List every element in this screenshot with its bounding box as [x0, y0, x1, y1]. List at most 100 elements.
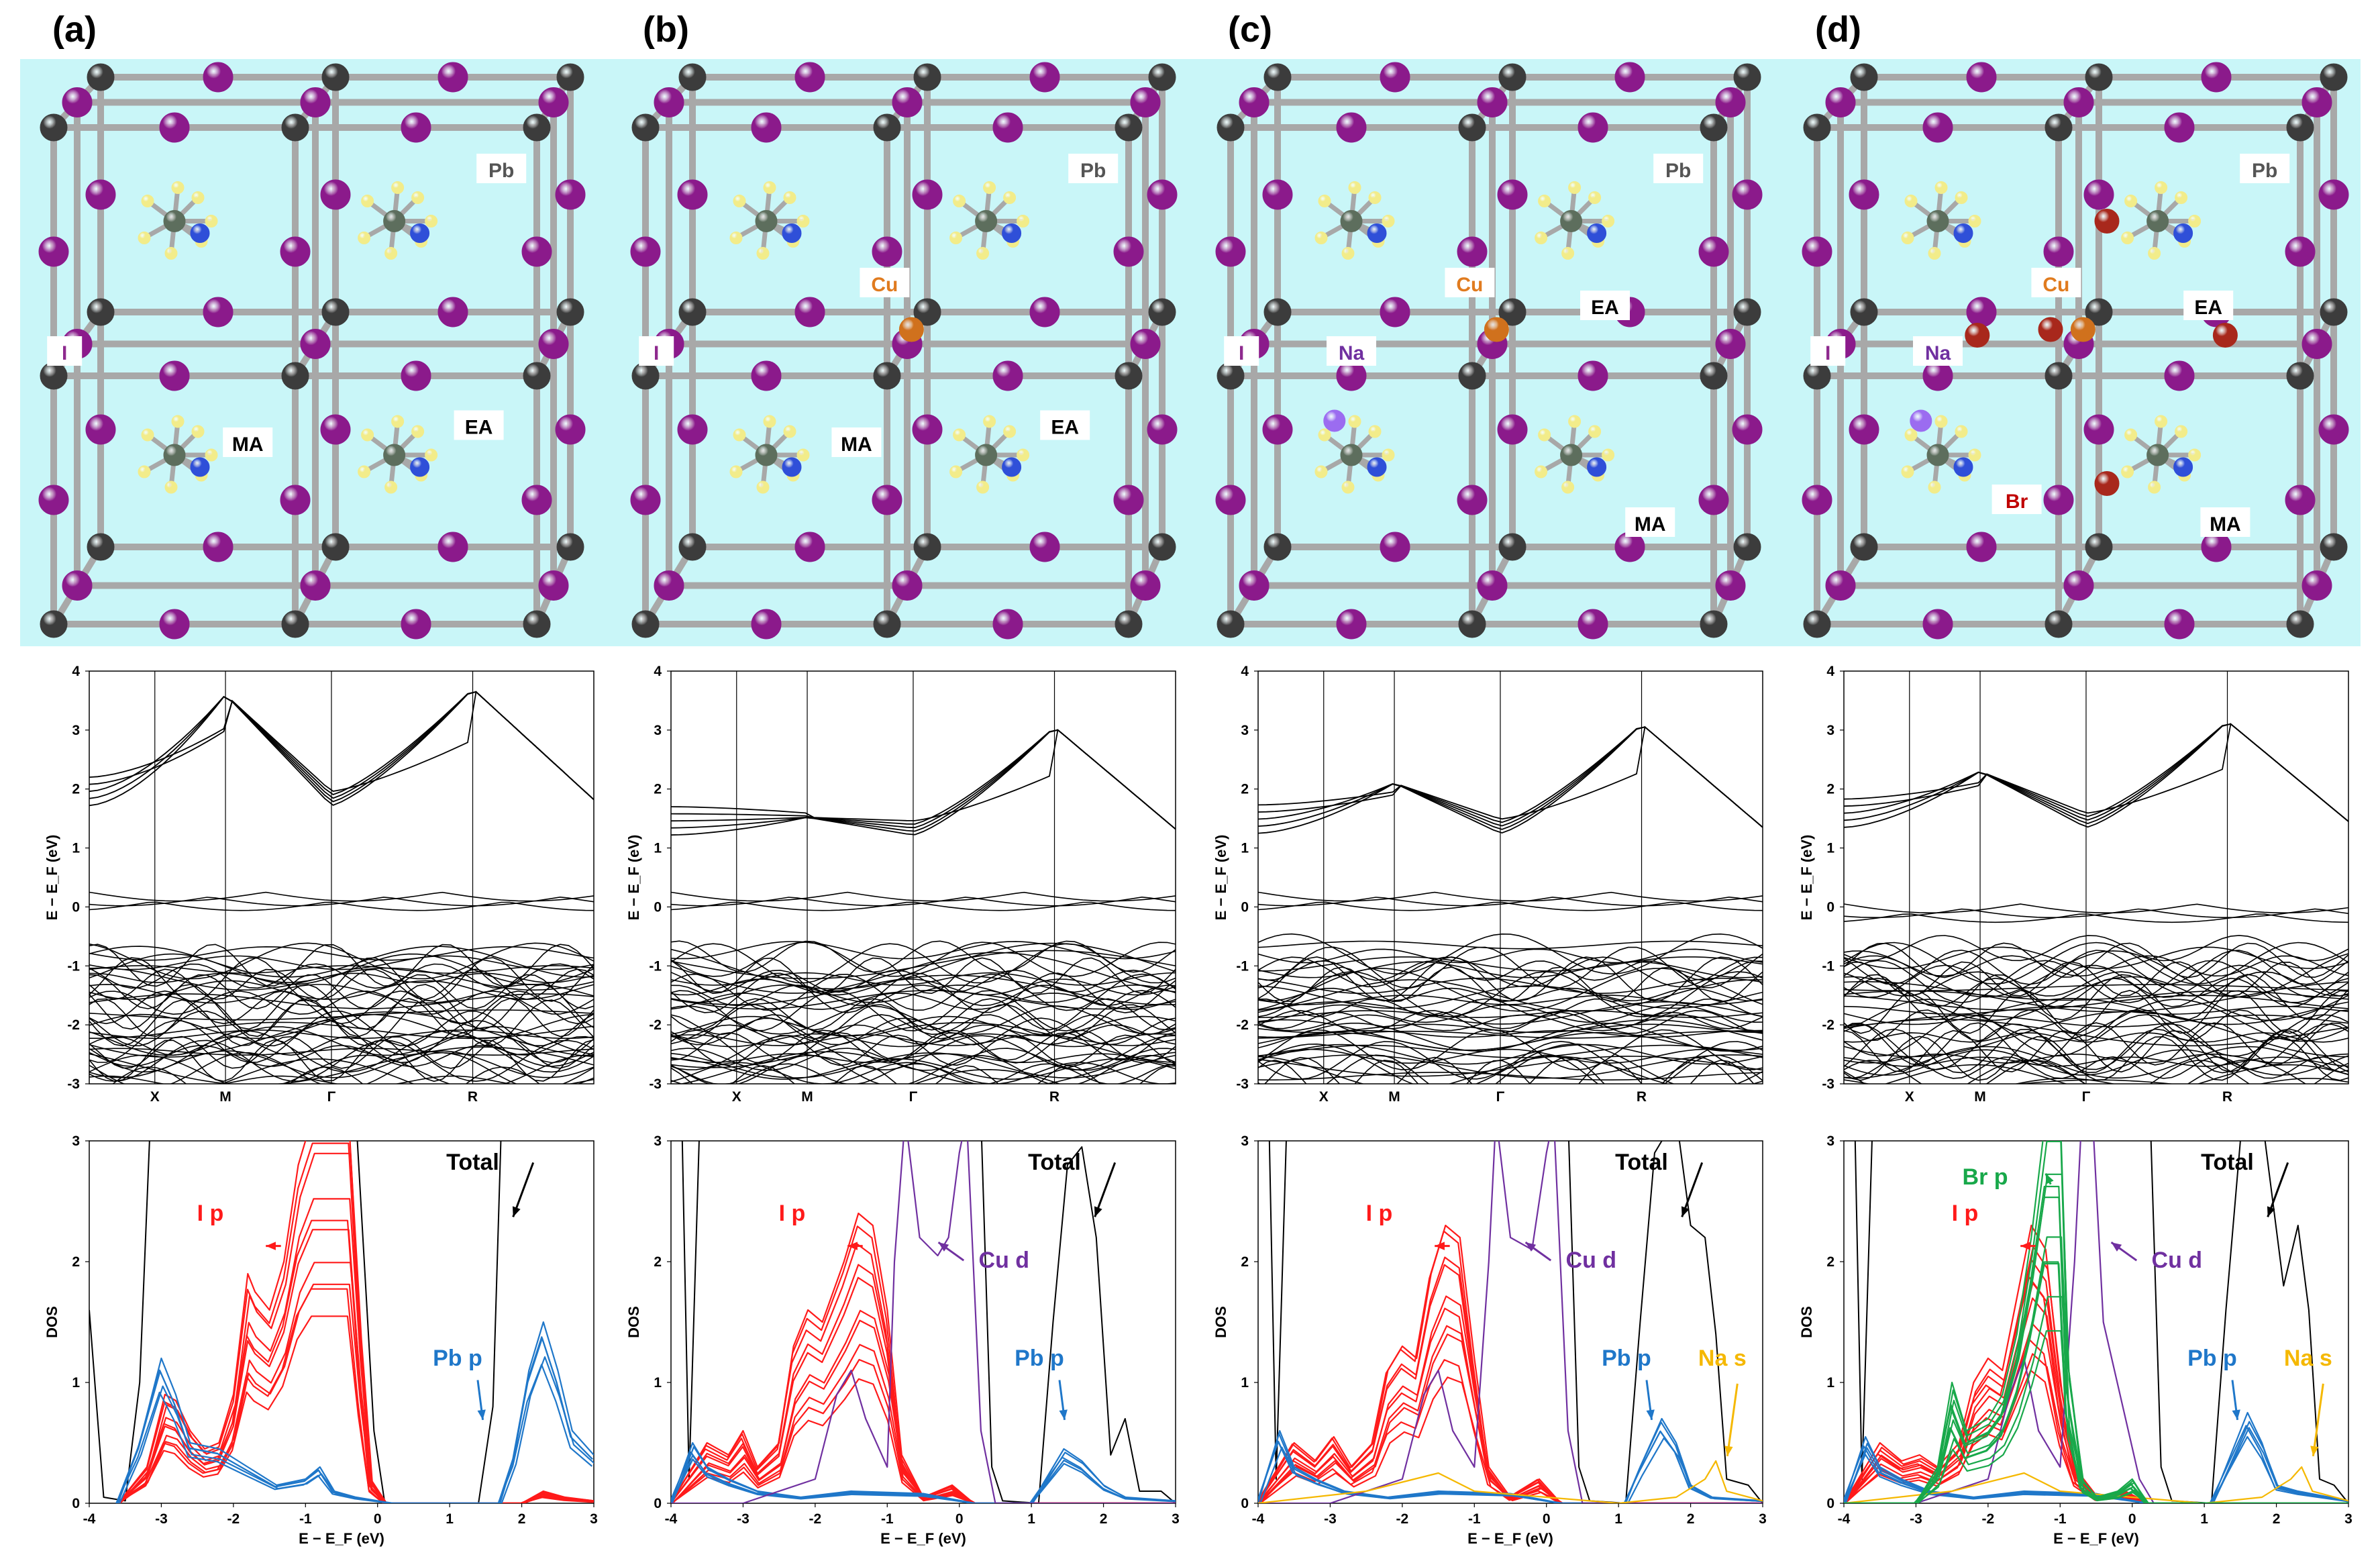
iodine-atom — [2318, 414, 2349, 445]
lead-atom — [523, 610, 551, 638]
atom-label: EA — [1591, 297, 1619, 319]
x-tick-label: -4 — [665, 1511, 678, 1527]
hydrogen-atom — [1318, 428, 1331, 442]
iodine-atom — [992, 609, 1023, 640]
dos-series-total — [1268, 1141, 1763, 1503]
k-point-label: X — [1319, 1089, 1329, 1105]
iodine-atom — [1715, 329, 1746, 359]
valence-band — [89, 984, 594, 1004]
dos-series-total — [1854, 1141, 2348, 1503]
conduction-band — [89, 691, 594, 801]
valence-band — [2016, 1079, 2175, 1084]
arrow-head — [2111, 1242, 2122, 1252]
structure-label: MA — [223, 427, 273, 457]
y-tick-label: 1 — [1241, 841, 1249, 856]
iodine-atom — [2285, 236, 2316, 267]
lead-atom — [2286, 610, 2314, 638]
conduction-band — [1258, 726, 1763, 828]
conduction-band — [671, 729, 1176, 830]
iodine-atom — [159, 360, 190, 391]
valence-band — [671, 941, 1176, 960]
iodine-atom — [751, 360, 782, 391]
valence-band — [1258, 1029, 1763, 1070]
plot-frame — [670, 1140, 1176, 1504]
iodine-atom — [654, 87, 684, 117]
hydrogen-atom — [733, 428, 746, 442]
valence-band — [1258, 1059, 1755, 1084]
lead-atom — [321, 63, 350, 91]
dos-annotation: Total — [446, 1150, 535, 1217]
y-tick-label: 0 — [1241, 1496, 1249, 1511]
lead-atom — [1700, 113, 1728, 142]
iodine-atom — [203, 532, 234, 562]
lead-atom — [1700, 610, 1728, 638]
label-box — [1445, 268, 1495, 297]
dos-annotation: Pb p — [433, 1346, 486, 1420]
structure-panel: Pb Cu I Na EA MA — [1215, 62, 1763, 640]
structure-background — [20, 59, 2361, 646]
lead-atom — [631, 610, 660, 638]
iodine-atom — [1577, 112, 1608, 143]
valence-band — [1258, 1031, 1763, 1051]
k-point-label: R — [1049, 1089, 1059, 1105]
hydrogen-atom — [171, 415, 185, 428]
lead-atom — [556, 63, 584, 91]
organic-molecule — [949, 415, 1030, 494]
structure-label: I — [1810, 336, 1846, 366]
dos-series-i-p — [671, 1378, 1176, 1503]
hydrogen-atom — [983, 181, 996, 194]
conduction-band — [1844, 723, 2348, 825]
conduction-band — [89, 691, 594, 807]
valence-band — [89, 1039, 594, 1082]
dos-series-i-p — [1258, 1295, 1763, 1503]
valence-band — [1263, 1056, 1738, 1084]
conduction-band — [671, 729, 1176, 832]
iodine-atom — [1802, 236, 1832, 267]
organic-molecule — [1314, 181, 1395, 260]
lead-atom — [556, 298, 584, 326]
sodium-atom — [1323, 409, 1346, 432]
y-tick-label: 1 — [1826, 841, 1834, 856]
label-box — [1991, 485, 2042, 514]
valence-band — [89, 901, 594, 911]
valence-band — [671, 1035, 1176, 1071]
structure-panel: Pb I MA EA — [38, 62, 586, 640]
valence-band — [1844, 1078, 2348, 1084]
y-tick-label: -3 — [1236, 1076, 1249, 1092]
x-axis-label: E − E_F (eV) — [880, 1530, 966, 1547]
k-point-label: Γ — [2082, 1089, 2091, 1105]
atom-label: EA — [465, 417, 493, 439]
valence-band — [1844, 942, 2348, 978]
hydrogen-atom — [361, 428, 374, 442]
valence-band — [1844, 1032, 2348, 1043]
iodine-atom — [892, 570, 923, 601]
atom-label: Br — [2006, 491, 2028, 513]
sodium-atom — [1910, 409, 1932, 432]
nitrogen-atom — [2173, 457, 2193, 477]
iodine-atom — [2201, 62, 2232, 93]
arrow-head — [266, 1242, 276, 1250]
hydrogen-atom — [2175, 191, 2188, 204]
lead-atom — [913, 63, 941, 91]
k-point-label: R — [468, 1089, 478, 1105]
dos-series-pb-p — [1844, 1435, 2348, 1503]
valence-band — [1844, 1019, 2348, 1047]
panel-label: (a) — [52, 9, 97, 50]
iodine-atom — [2083, 414, 2114, 445]
arrow-head — [2020, 1242, 2030, 1250]
hydrogen-atom — [1588, 425, 1602, 438]
label-box — [639, 336, 674, 366]
lead-atom — [913, 298, 941, 326]
iodine-atom — [794, 297, 825, 327]
valence-band — [678, 1051, 1176, 1084]
iodine-atom — [437, 532, 468, 562]
valence-band — [1844, 989, 2348, 1034]
valence-band — [89, 946, 594, 961]
structure-label: Pb — [1068, 154, 1119, 183]
x-tick-label: 1 — [2200, 1511, 2208, 1527]
valence-band — [1258, 948, 1763, 964]
valence-band — [1844, 935, 2348, 962]
k-point-label: M — [801, 1089, 813, 1105]
label-box — [1625, 507, 1675, 537]
dos-plots: -4 -3 -2 -1 0 1 2 3 0 1 2 3 E − E_F (eV) DOS Total I p P… — [44, 1133, 2352, 1547]
